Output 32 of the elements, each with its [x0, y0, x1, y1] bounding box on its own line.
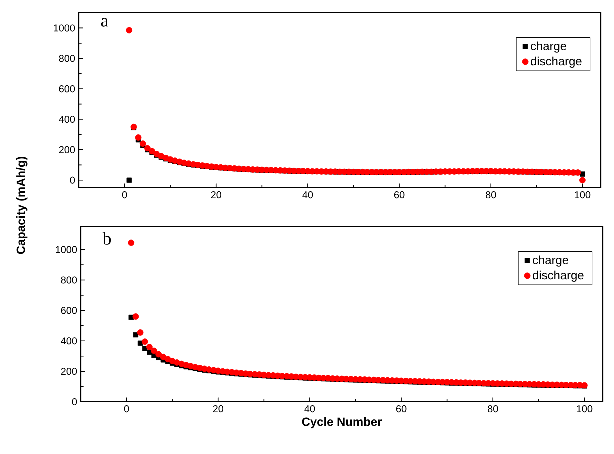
- y-tick-label: 800: [59, 55, 76, 62]
- y-tick-label: 400: [59, 116, 76, 124]
- x-axis-title: Cycle Number: [302, 417, 382, 429]
- y-tick-label: 600: [61, 307, 78, 314]
- x-tick-label: 40: [304, 406, 316, 413]
- x-tick-label: 80: [488, 406, 498, 413]
- x-tick-label: 60: [396, 406, 407, 413]
- x-tick-label: 80: [486, 192, 496, 199]
- legend-label: discharge: [533, 270, 584, 282]
- x-tick-label: 0: [122, 192, 128, 199]
- y-tick-label: 1000: [54, 24, 76, 32]
- x-tick-label: 20: [213, 406, 224, 413]
- y-tick-label: 200: [59, 146, 76, 154]
- x-tick-label: 60: [394, 192, 405, 199]
- annotation: a: [101, 18, 109, 27]
- y-tick-label: 0: [72, 398, 78, 406]
- y-tick-label: 1000: [56, 246, 78, 254]
- x-tick-label: 100: [577, 406, 593, 413]
- legend-label: charge: [531, 42, 567, 53]
- y-tick-label: 400: [61, 338, 78, 345]
- x-tick-label: 40: [302, 192, 314, 199]
- y-axis-title: Capacity (mAh/g): [16, 156, 28, 254]
- y-tick-label: 600: [59, 86, 76, 93]
- x-tick-label: 20: [211, 192, 222, 199]
- y-tick-label: 200: [61, 368, 78, 376]
- x-tick-label: 100: [575, 192, 591, 199]
- y-tick-label: 800: [61, 276, 78, 284]
- x-tick-label: 0: [124, 406, 130, 413]
- legend-label: charge: [533, 256, 569, 267]
- legend-label: discharge: [531, 56, 582, 68]
- y-tick-label: 0: [70, 176, 76, 184]
- annotation: b: [102, 232, 112, 245]
